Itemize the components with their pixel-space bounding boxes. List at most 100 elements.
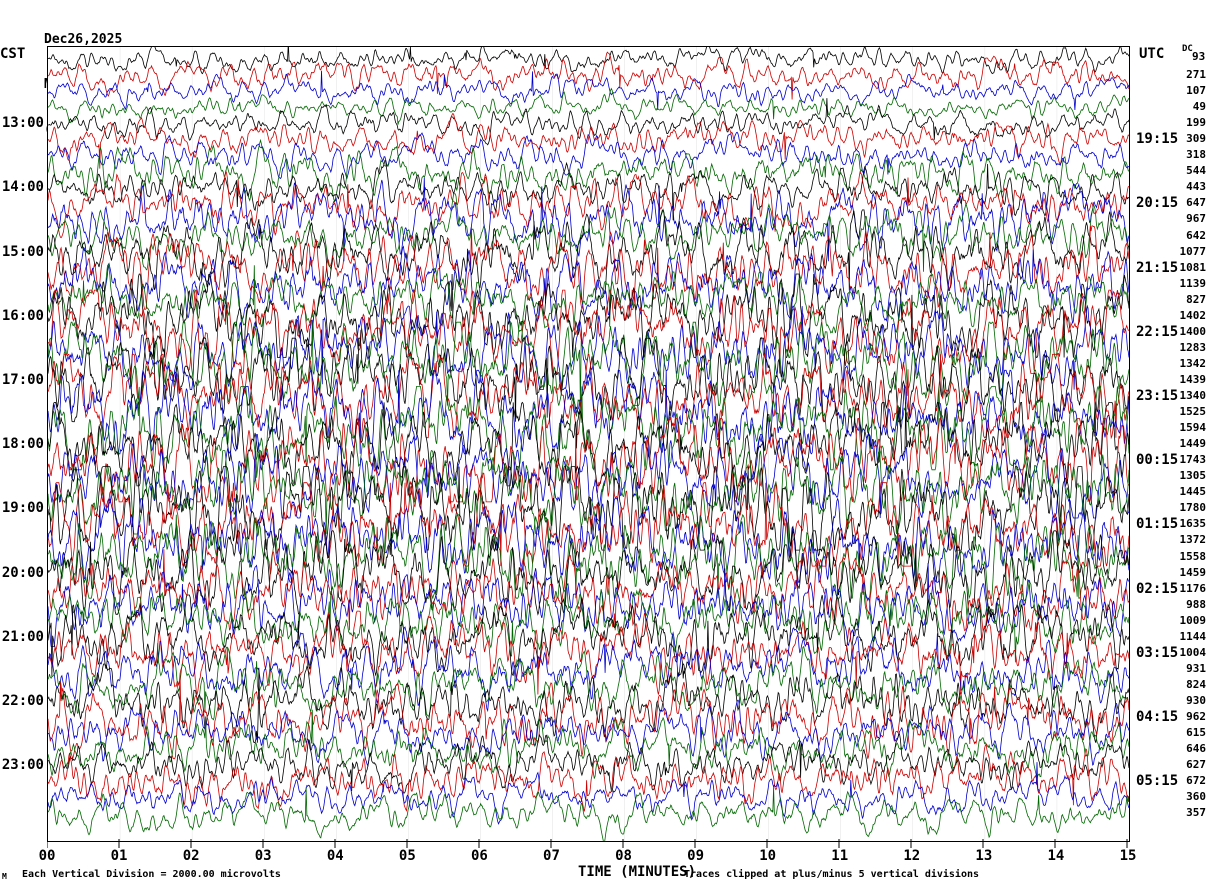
cst-time-label: 14:00 [1,179,44,196]
utc-time-label: 23:15 [1136,388,1179,405]
dc-value: 199 [1186,116,1206,130]
dc-value: 988 [1186,597,1206,611]
minute-label: 01 [110,848,128,864]
dc-value: 1558 [1179,549,1207,563]
trace-line [48,434,1129,519]
trace-line [48,169,1129,239]
dc-value: 1635 [1179,517,1207,531]
minute-label: 07 [543,848,560,864]
dc-value: 827 [1186,292,1206,306]
trace-line [48,699,1129,767]
corner-glyph-icon: M [2,872,7,881]
cst-time-label: 17:00 [1,371,44,388]
x-axis-title: TIME (MINUTES) [578,864,697,880]
trace-line [48,385,1129,471]
dc-value: 1525 [1179,405,1207,419]
dc-value: 1439 [1179,372,1207,386]
utc-time-label: 22:15 [1136,323,1179,340]
utc-time-label: 02:15 [1136,580,1179,597]
dc-value: 271 [1186,68,1206,82]
cst-time-label: 22:00 [1,692,44,709]
dc-value: 1449 [1179,437,1207,451]
cst-time-label: 23:00 [1,757,44,774]
dc-value: 1009 [1179,613,1207,627]
utc-time-label: 05:15 [1136,773,1179,790]
dc-value: 1081 [1179,260,1207,274]
minute-label: 05 [398,848,416,864]
dc-value: 962 [1186,709,1206,723]
dc-value: 360 [1186,790,1206,804]
dc-value: 967 [1186,212,1206,226]
trace-line [48,47,1129,75]
utc-time-label: 01:15 [1136,516,1179,533]
trace-line [48,787,1129,841]
trace-line [48,594,1129,679]
dc-value: 1445 [1179,485,1207,499]
trace-line [48,112,1129,169]
dc-value: 49 [1192,100,1206,114]
trace-line [48,417,1129,504]
dc-value: 318 [1186,148,1206,162]
dc-value: 930 [1186,693,1206,707]
vertical-scale-note: Each Vertical Division = 2000.00 microvo… [22,869,281,880]
dc-value: 309 [1186,132,1206,146]
dc-value: 1342 [1179,356,1207,370]
trace-line [48,304,1129,391]
utc-time-label: 19:15 [1136,131,1179,148]
trace-line [48,159,1129,221]
minute-label: 10 [759,848,777,864]
utc-time-label: 04:15 [1136,708,1179,725]
cst-time-label: 20:00 [1,564,44,581]
trace-line [48,177,1129,262]
trace-line [48,562,1129,647]
dc-value: 627 [1186,758,1206,772]
utc-time-label: 00:15 [1136,452,1179,469]
dc-value: 107 [1186,84,1206,98]
dc-value: 931 [1186,661,1206,675]
dc-value: 357 [1186,806,1206,820]
trace-line [48,742,1129,812]
dc-value: 642 [1186,228,1206,242]
minute-label: 04 [326,848,344,864]
minute-label: 02 [182,848,200,864]
cst-time-label: 18:00 [1,436,44,453]
cst-time-label: 19:00 [1,500,44,517]
axis-tick-marks [47,839,1128,848]
dc-value: 1176 [1179,581,1207,595]
utc-time-label: 20:15 [1136,195,1179,212]
dc-value: 1340 [1179,389,1207,403]
dc-value: 1743 [1179,453,1207,467]
trace-line [48,663,1129,744]
minute-label: 11 [831,848,849,864]
utc-time-label: 03:15 [1136,644,1179,661]
trace-line [48,273,1129,359]
dc-value: 544 [1186,164,1206,178]
trace-line [48,245,1129,324]
dc-value: 615 [1186,726,1206,740]
trace-line [48,138,1129,203]
trace-line [48,87,1129,125]
helicorder-plot [47,46,1130,842]
cst-time-label: 16:00 [1,307,44,324]
dc-value: 824 [1186,677,1206,691]
trace-line [48,98,1129,146]
minute-label: 13 [975,848,993,864]
trace-line [48,289,1129,374]
trace-line [48,131,1129,180]
dc-value: 1283 [1179,340,1207,354]
minute-tick-labels: 00 01 02 03 04 05 06 07 08 09 10 11 12 13 14 15 [39,839,1136,866]
dc-value: 1459 [1179,565,1207,579]
dc-value: 1372 [1179,533,1207,547]
dc-value: 1004 [1179,645,1207,659]
dc-value: 1305 [1179,469,1207,483]
trace-line [48,225,1129,310]
minute-label: 12 [903,848,921,864]
dc-value: 646 [1186,742,1206,756]
trace-line [48,51,1129,100]
dc-first-value: 93 [1192,50,1206,63]
trace-line [48,546,1129,632]
trace-line [48,263,1129,334]
minute-label: 14 [1047,848,1065,864]
utc-time-label: 21:15 [1136,259,1179,276]
dc-value: 647 [1186,196,1206,210]
